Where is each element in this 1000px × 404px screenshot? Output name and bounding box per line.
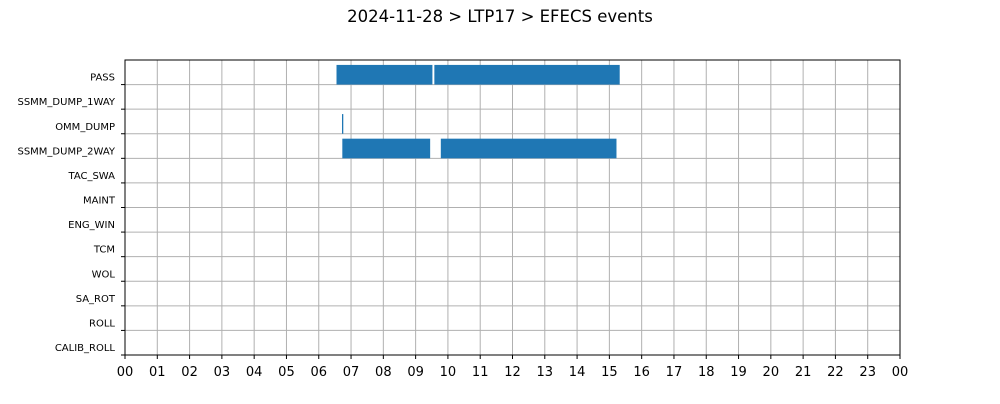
event-bar-ssmm-dump-2way	[440, 138, 617, 159]
y-tick-label: SSMM_DUMP_1WAY	[17, 97, 115, 108]
x-tick-label: 15	[601, 365, 618, 380]
x-tick-label: 16	[633, 365, 650, 380]
x-tick-label: 18	[698, 365, 715, 380]
event-bars	[336, 64, 620, 159]
x-tick-label: 05	[278, 365, 295, 380]
x-tick-label: 00	[892, 365, 909, 380]
y-tick-label: TAC_SWA	[67, 171, 115, 182]
event-bar-pass	[434, 64, 620, 85]
y-tick-label: OMM_DUMP	[55, 122, 115, 133]
x-tick-label: 03	[214, 365, 231, 380]
y-tick-label: SA_ROT	[76, 294, 116, 305]
y-tick-label: ENG_WIN	[68, 220, 115, 231]
event-bar-ssmm-dump-2way	[342, 138, 431, 159]
x-tick-label: 21	[795, 365, 812, 380]
y-tick-label: PASS	[90, 73, 115, 84]
x-tick-label: 11	[472, 365, 489, 380]
y-tick-label: CALIB_ROLL	[55, 343, 116, 354]
x-tick-label: 04	[246, 365, 263, 380]
x-tick-label: 02	[181, 365, 198, 380]
y-tick-label: WOL	[92, 269, 116, 280]
x-tick-label: 07	[343, 365, 360, 380]
x-tick-label: 12	[504, 365, 521, 380]
x-tick-label: 17	[666, 365, 683, 380]
grid-lines	[124, 60, 901, 356]
y-axis: PASS SSMM_DUMP_1WAY OMM_DUMP SSMM_DUMP_2WAY…	[17, 73, 125, 356]
x-tick-label: 22	[827, 365, 844, 380]
x-tick-label: 13	[537, 365, 554, 380]
x-axis: 00 01 02 03 04 05 06 07 08 09 10 11 12 13 14 15 16 17 18 19…	[117, 355, 909, 380]
y-tick-label: SSMM_DUMP_2WAY	[17, 146, 115, 157]
event-bar-pass	[336, 64, 433, 85]
x-tick-label: 08	[375, 365, 392, 380]
x-tick-label: 09	[407, 365, 424, 380]
x-tick-label: 23	[859, 365, 876, 380]
event-bar-omm-dump	[342, 114, 344, 134]
x-tick-label: 19	[730, 365, 747, 380]
y-tick-label: TCM	[93, 245, 115, 256]
x-tick-label: 01	[149, 365, 166, 380]
x-tick-label: 10	[440, 365, 457, 380]
x-tick-label: 00	[117, 365, 134, 380]
x-tick-label: 14	[569, 365, 586, 380]
y-tick-label: ROLL	[89, 318, 115, 329]
x-tick-label: 06	[310, 365, 327, 380]
y-tick-label: MAINT	[83, 196, 116, 207]
x-tick-label: 20	[763, 365, 780, 380]
chart-title: 2024-11-28 > LTP17 > EFECS events	[347, 7, 653, 26]
